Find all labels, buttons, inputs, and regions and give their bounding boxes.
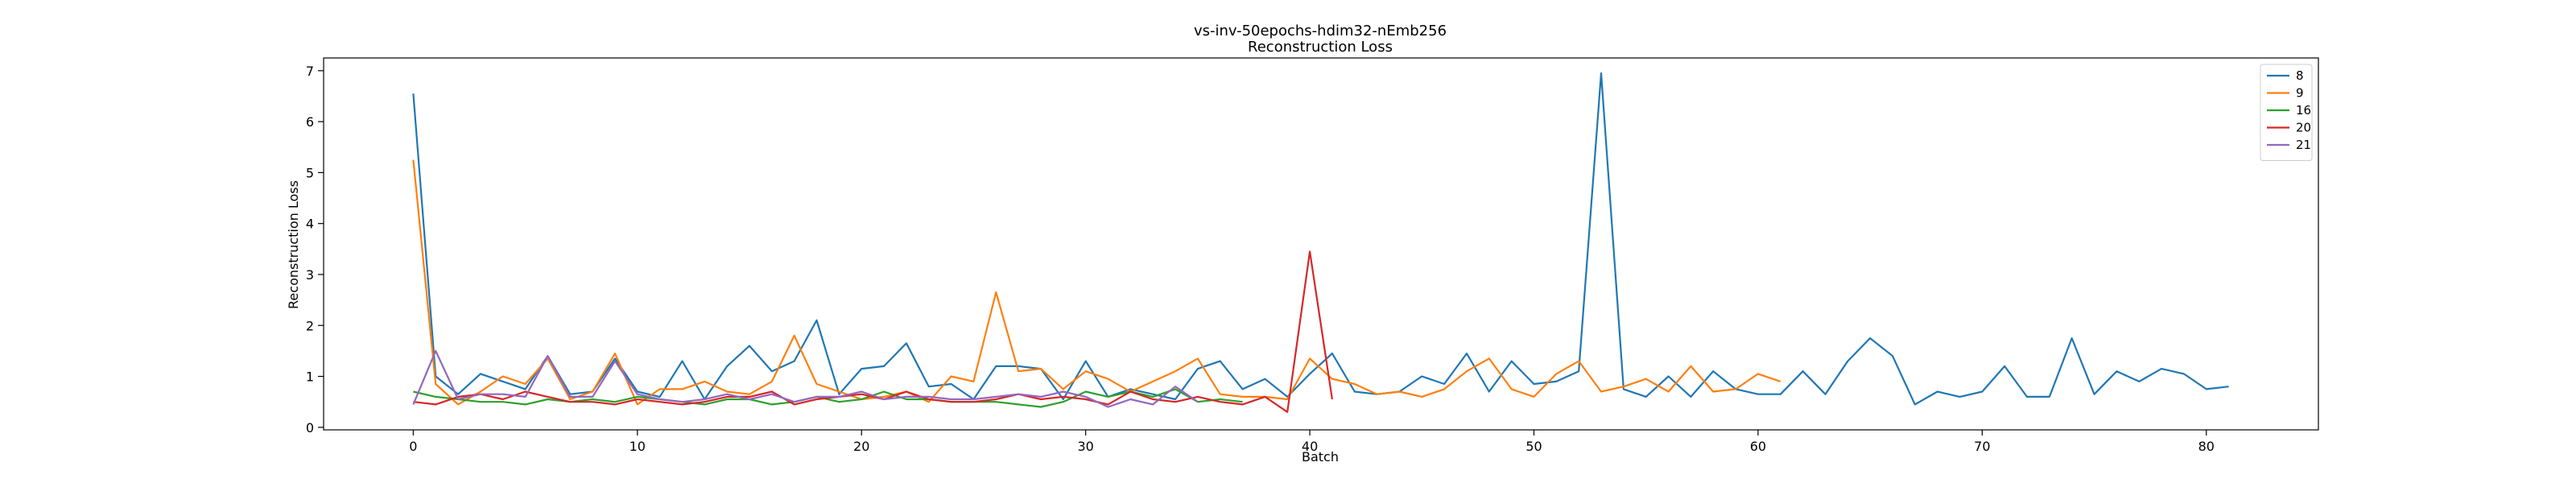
y-tick-label: 1 — [306, 369, 314, 385]
x-axis-label: Batch — [1302, 449, 1339, 464]
legend-label-8: 8 — [2296, 68, 2304, 83]
series-line-9 — [412, 159, 1781, 406]
y-tick-label: 6 — [306, 114, 314, 130]
x-tick-label: 40 — [1302, 439, 1318, 454]
plot-frame — [323, 57, 2319, 431]
x-tick-label: 30 — [1077, 439, 1093, 454]
legend-label-16: 16 — [2296, 103, 2311, 118]
y-tick-label: 5 — [306, 165, 314, 180]
y-tick-label: 3 — [306, 267, 314, 283]
y-tick-label: 7 — [306, 64, 314, 79]
x-tick-label: 70 — [1974, 439, 1990, 454]
y-tick-label: 2 — [306, 318, 314, 333]
legend-label-21: 21 — [2296, 138, 2311, 152]
series-line-21 — [412, 349, 1199, 408]
x-tick-label: 10 — [630, 439, 646, 454]
plot-area: 0 10 20 30 40 50 60 70 80 0 1 2 3 4 5 6 7 8 9 16 20 21 — [306, 57, 2319, 454]
chart-subtitle: Reconstruction Loss — [1248, 39, 1393, 56]
y-tick-label: 4 — [306, 217, 314, 232]
x-tick-label: 80 — [2198, 439, 2215, 454]
x-tick-label: 0 — [409, 439, 417, 454]
series-line-16 — [413, 388, 1243, 408]
series-line-20 — [413, 250, 1333, 413]
legend-label-20: 20 — [2296, 121, 2311, 135]
x-tick-label: 60 — [1750, 439, 1766, 454]
y-tick-label: 0 — [306, 420, 314, 436]
x-tick-label: 50 — [1525, 439, 1542, 454]
series-line-8 — [412, 72, 2229, 406]
chart-title: vs-inv-50epochs-hdim32-nEmb256 — [1194, 23, 1447, 39]
x-tick-label: 20 — [853, 439, 869, 454]
y-axis-label: Reconstruction Loss — [286, 180, 301, 309]
legend-box — [2260, 64, 2313, 161]
legend-label-9: 9 — [2296, 86, 2304, 101]
